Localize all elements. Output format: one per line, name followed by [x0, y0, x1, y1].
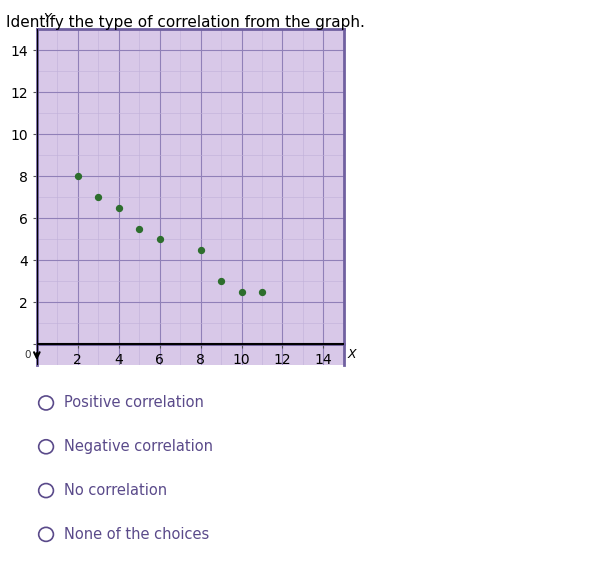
Text: Positive correlation: Positive correlation — [64, 395, 204, 411]
Point — [196, 245, 206, 254]
Point — [236, 287, 246, 296]
Text: Identify the type of correlation from the graph.: Identify the type of correlation from th… — [6, 15, 365, 30]
Point — [134, 224, 144, 233]
Text: 0: 0 — [24, 350, 31, 360]
Text: Negative correlation: Negative correlation — [64, 439, 214, 454]
Point — [257, 287, 267, 296]
Text: None of the choices: None of the choices — [64, 527, 210, 542]
Point — [93, 193, 103, 202]
Point — [155, 234, 165, 244]
Text: No correlation: No correlation — [64, 483, 168, 498]
Point — [114, 203, 123, 212]
Point — [73, 172, 83, 181]
Text: X: X — [348, 348, 357, 361]
Text: Y: Y — [43, 12, 51, 25]
Point — [216, 276, 226, 286]
